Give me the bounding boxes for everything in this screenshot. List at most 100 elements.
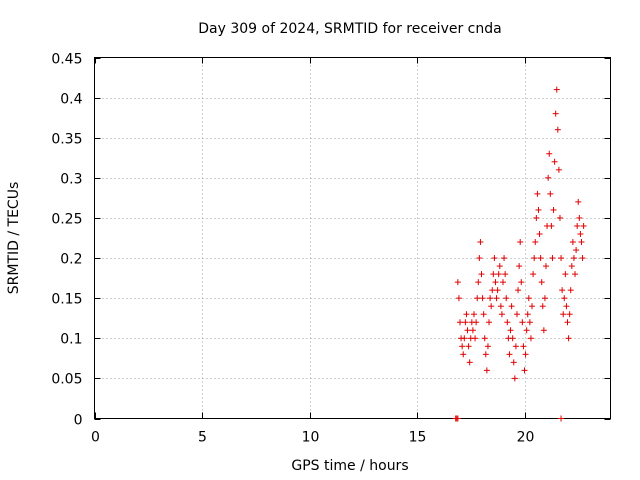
data-point (576, 214, 583, 221)
data-point (558, 415, 565, 422)
data-point (552, 110, 559, 117)
y-tick-label: 0.45 (51, 52, 82, 68)
data-point (487, 295, 494, 302)
data-point (511, 375, 518, 382)
x-axis-label: GPS time / hours (291, 458, 408, 474)
data-point (454, 279, 461, 286)
data-point (553, 86, 560, 93)
y-tick-label: 0.1 (60, 332, 82, 348)
data-point (524, 311, 531, 318)
data-point (523, 327, 530, 334)
data-point (566, 311, 573, 318)
data-point (556, 214, 563, 221)
data-point (512, 343, 519, 350)
x-tick-label: 5 (198, 430, 207, 446)
data-point (559, 287, 566, 294)
data-point (500, 279, 506, 286)
data-point (506, 351, 513, 358)
data-point (560, 311, 567, 318)
data-point (562, 271, 569, 278)
x-tick-label: 15 (409, 430, 427, 446)
data-point (515, 287, 522, 294)
data-point (569, 239, 576, 246)
data-point (472, 335, 479, 342)
data-point (570, 255, 577, 262)
data-point (478, 271, 485, 278)
data-point (541, 295, 548, 302)
data-point (454, 415, 461, 422)
data-point (481, 335, 488, 342)
data-point (550, 206, 557, 213)
data-point (549, 255, 556, 262)
data-point (561, 295, 568, 302)
data-point (547, 190, 554, 197)
data-point (568, 263, 575, 270)
data-point (536, 230, 543, 237)
data-point (489, 287, 496, 294)
data-point (465, 343, 472, 350)
data-point (558, 255, 565, 262)
data-point (573, 247, 580, 254)
data-point (455, 295, 462, 302)
data-point (572, 271, 579, 278)
data-point (540, 327, 547, 334)
data-point (564, 319, 571, 326)
data-point (526, 319, 533, 326)
data-point (503, 295, 510, 302)
data-point (507, 327, 514, 334)
data-point (490, 271, 497, 278)
data-point (483, 367, 490, 374)
y-tick-label: 0.35 (51, 132, 82, 148)
data-points (452, 86, 587, 422)
ticks: 0 0.05 0.1 0.15 0.2 0.25 0.3 0.35 0.4 0.45 0 5 10 15 2… (51, 52, 611, 446)
data-point (475, 279, 482, 286)
y-axis-label: SRMTID / TECUs (6, 182, 22, 295)
data-point (565, 335, 572, 342)
data-point (496, 263, 503, 270)
data-point (531, 255, 538, 262)
data-point (535, 206, 542, 213)
data-point (555, 166, 562, 173)
data-point (579, 255, 586, 262)
data-point (539, 303, 546, 310)
data-point (521, 367, 528, 374)
data-point (461, 335, 468, 342)
y-tick-label: 0.3 (60, 172, 82, 188)
data-point (529, 303, 536, 310)
data-point (517, 239, 524, 246)
data-point (497, 303, 504, 310)
data-point (525, 295, 532, 302)
data-point (577, 230, 584, 237)
data-point (482, 351, 489, 358)
data-point (460, 351, 467, 358)
chart-title: Day 309 of 2024, SRMTID for receiver cnd… (198, 21, 501, 37)
x-tick-label: 20 (517, 430, 535, 446)
data-point (545, 174, 552, 181)
data-point (509, 335, 516, 342)
y-tick-label: 0 (74, 413, 83, 429)
data-point (534, 190, 541, 197)
data-point (548, 222, 555, 229)
data-point (501, 255, 508, 262)
data-point (488, 303, 495, 310)
data-point (575, 198, 582, 205)
data-point (520, 343, 527, 350)
data-point (522, 351, 529, 358)
data-point (462, 319, 469, 326)
data-point (530, 271, 537, 278)
x-tick-label: 0 (91, 430, 100, 446)
data-point (508, 303, 515, 310)
data-point (554, 126, 561, 133)
data-point (469, 327, 476, 334)
data-point (473, 319, 480, 326)
data-point (474, 295, 481, 302)
plot-frame (94, 57, 611, 419)
data-point (513, 311, 520, 318)
data-point (494, 287, 501, 294)
data-point (563, 303, 570, 310)
y-tick-label: 0.05 (51, 372, 82, 388)
data-point (546, 150, 553, 157)
data-point (537, 255, 544, 262)
data-point (580, 222, 587, 229)
